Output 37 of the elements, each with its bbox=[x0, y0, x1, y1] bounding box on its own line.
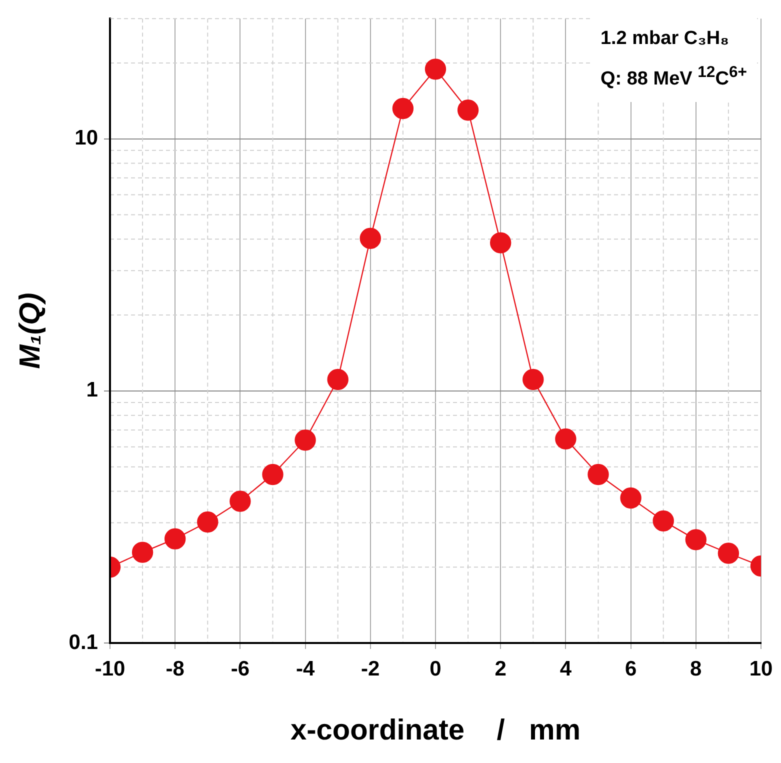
point bbox=[652, 510, 674, 532]
y-tick-label: 1 bbox=[86, 378, 98, 402]
point bbox=[490, 232, 512, 254]
point bbox=[555, 428, 576, 450]
x-tick-label: 10 bbox=[749, 657, 773, 680]
annotation: 1.2 mbar C₃H₈ bbox=[600, 27, 730, 51]
point bbox=[424, 58, 446, 80]
x-tick-label: 6 bbox=[624, 657, 637, 680]
point bbox=[164, 528, 186, 550]
point bbox=[132, 542, 154, 563]
point bbox=[230, 490, 251, 512]
point bbox=[620, 487, 642, 509]
x-tick-label: 8 bbox=[690, 657, 702, 680]
point bbox=[457, 100, 479, 121]
point bbox=[294, 430, 316, 451]
point bbox=[360, 228, 381, 249]
annotation: Q: 88 MeV $^{12}$C$^{6+}$ bbox=[600, 63, 747, 92]
y-tick-label: 10 bbox=[74, 126, 98, 150]
x-tick-label: 2 bbox=[494, 657, 506, 680]
point bbox=[262, 464, 284, 486]
point bbox=[718, 542, 740, 564]
x-tick-label: -4 bbox=[296, 657, 315, 680]
x-axis-title: x-coordinate / mm bbox=[290, 714, 581, 747]
y-tick-label: 0.1 bbox=[68, 630, 98, 654]
x-tick-label: -8 bbox=[166, 657, 185, 680]
point bbox=[522, 368, 544, 390]
x-tick-label: -6 bbox=[230, 657, 250, 680]
point bbox=[588, 464, 609, 486]
x-tick-label: -2 bbox=[361, 657, 380, 680]
point bbox=[197, 511, 218, 533]
x-tick-label: -10 bbox=[94, 657, 126, 680]
point bbox=[392, 98, 414, 120]
point bbox=[327, 368, 348, 390]
y-axis-title: M₁(Q) bbox=[14, 292, 46, 369]
x-tick-label: 0 bbox=[430, 657, 442, 680]
x-tick-label: 4 bbox=[560, 657, 572, 680]
point bbox=[685, 529, 706, 550]
